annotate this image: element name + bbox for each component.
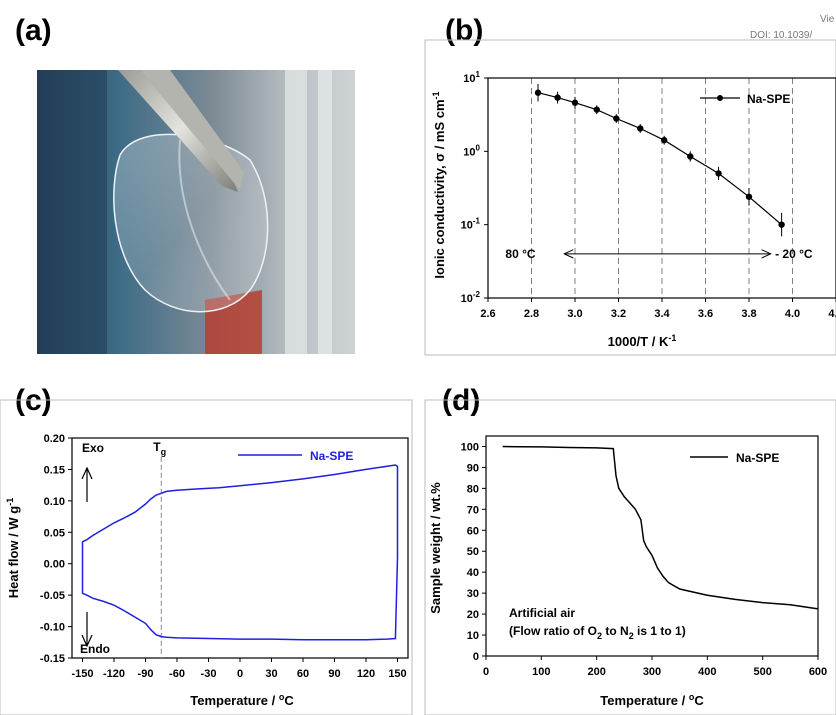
chart-b-point-10	[778, 221, 785, 228]
chart-d-ytick-label-3: 30	[467, 588, 479, 600]
chart-b-point-6	[660, 136, 668, 144]
chart-d-xtick-label-4: 400	[698, 666, 716, 678]
chart-c-xtick-label-4: -30	[201, 668, 217, 680]
chart-b-xtick-label-5: 3.6	[698, 308, 713, 320]
chart-d: 0 100 200 300 400 500 600 0 10 20 30 40 50 60 70 80 90 10…	[424, 399, 836, 715]
chart-c-xtick-label-3: -60	[169, 668, 185, 680]
chart-b-point-1	[554, 94, 561, 101]
chart-b-legend-label: Na-SPE	[747, 92, 790, 106]
chart-c-xtick-label-7: 60	[297, 668, 309, 680]
chart-b-legend: Na-SPE	[700, 92, 790, 106]
chart-d-ytick-label-2: 20	[467, 609, 479, 621]
chart-d-xtick-label-2: 200	[587, 666, 605, 678]
chart-c-ytick-label-5: 0.10	[44, 496, 65, 508]
chart-b-xtick-label-7: 4.0	[785, 308, 800, 320]
chart-c-xtick-label-5: 0	[237, 668, 243, 680]
chart-c-xtick-label-6: 30	[265, 668, 277, 680]
chart-b-ylabel: Ionic conductivity, σ / mS cm-1	[431, 91, 447, 278]
chart-c-xtick-label-0: -150	[71, 668, 93, 680]
chart-b: 2.6 2.8 3.0 3.2 3.4 3.6 3.8 4.0 4.2 10-2 10-1 100 10…	[424, 39, 836, 356]
chart-d-annotation-air: Artificial air	[509, 606, 575, 620]
chart-b-xtick-label-1: 2.8	[524, 308, 539, 320]
chart-c-legend: Na-SPE	[238, 449, 353, 463]
chart-c-ytick-label-7: 0.20	[44, 433, 65, 445]
chart-c-xtick-label-10: 150	[388, 668, 406, 680]
chart-d-annotation-flow: (Flow ratio of O2 to N2 is 1 to 1)	[509, 624, 686, 641]
chart-b-point-5	[637, 125, 644, 132]
chart-d-xtick-label-1: 100	[532, 666, 550, 678]
chart-d-ytick-label-1: 10	[467, 630, 479, 642]
chart-d-ytick-label-9: 90	[467, 462, 479, 474]
chart-b-legend-marker	[717, 95, 723, 101]
chart-b-xlabel: 1000/T / K-1	[608, 333, 677, 349]
panel-label-a: (a)	[15, 14, 52, 47]
chart-c-frame	[0, 399, 413, 715]
chart-c-xtick-label-2: -90	[138, 668, 154, 680]
photo-polymer-film	[37, 70, 355, 354]
chart-d-ytick-label-6: 60	[467, 525, 479, 537]
chart-b-point-8	[715, 170, 722, 177]
chart-b-annotation-80c: 80 °C	[505, 247, 535, 261]
chart-b-point-3	[593, 106, 600, 113]
chart-c-tg-label: Tg	[153, 440, 166, 457]
chart-d-series-line	[502, 445, 819, 610]
chart-c-ytick-label-4: 0.05	[44, 527, 65, 539]
chart-c-xtick-label-1: -120	[103, 668, 125, 680]
chart-c-ytick-label-2: -0.05	[40, 590, 65, 602]
chart-c-xtick-label-8: 90	[328, 668, 340, 680]
chart-b-point-0	[534, 89, 542, 96]
chart-b-xtick-label-0: 2.6	[480, 308, 495, 320]
chart-c-xtick-label-9: 120	[357, 668, 375, 680]
chart-b-ytick-label-3: 101	[463, 70, 480, 85]
chart-d-frame	[424, 399, 836, 715]
chart-b-frame	[424, 39, 836, 356]
chart-b-point-4	[613, 115, 620, 122]
chart-b-xtick-label-4: 3.4	[654, 308, 670, 320]
chart-d-legend-label: Na-SPE	[736, 451, 779, 465]
chart-c-legend-label: Na-SPE	[310, 449, 353, 463]
chart-b-temperature-arrow: 80 °C - 20 °C	[505, 247, 813, 261]
chart-b-ytick-label-2: 100	[463, 143, 480, 158]
watermark-view: Vie	[820, 14, 835, 25]
chart-b-xtick-label-3: 3.2	[611, 308, 626, 320]
chart-d-xlabel: Temperature / oC	[600, 692, 704, 708]
chart-d-xtick-label-0: 0	[483, 666, 489, 678]
chart-c: Tg -150 -120 -90 -60 -30 0 30 60 90 120 150 -0.15 -0…	[0, 399, 413, 715]
chart-d-ytick-label-0: 0	[473, 651, 479, 663]
chart-b-point-2	[571, 99, 579, 106]
chart-d-ytick-label-8: 80	[467, 483, 479, 495]
chart-b-annotation-minus20c: - 20 °C	[775, 247, 813, 261]
chart-b-xtick-label-8: 4.2	[828, 308, 836, 320]
chart-d-ytick-label-4: 40	[467, 567, 479, 579]
chart-b-ytick-label-1: 10-1	[461, 217, 481, 232]
watermark-doi: DOI: 10.1039/	[750, 30, 812, 41]
chart-c-xlabel: Temperature / oC	[190, 692, 294, 708]
chart-d-axes	[485, 435, 819, 657]
chart-c-ylabel: Heat flow / W g-1	[5, 498, 21, 598]
chart-c-ytick-label-0: -0.15	[40, 653, 65, 665]
chart-d-ylabel: Sample weight / wt.%	[428, 482, 443, 614]
chart-d-legend: Na-SPE	[690, 451, 779, 465]
chart-d-xtick-label-5: 500	[753, 666, 771, 678]
chart-b-xtick-label-6: 3.8	[741, 308, 756, 320]
panel-label-b: (b)	[445, 14, 483, 47]
chart-c-exo-label: Exo	[82, 441, 104, 455]
chart-c-series-line	[81, 464, 399, 641]
chart-d-ytick-label-5: 50	[467, 546, 479, 558]
chart-c-ytick-label-3: 0.00	[44, 559, 65, 571]
chart-d-ytick-label-7: 70	[467, 504, 479, 516]
chart-b-xtick-label-2: 3.0	[567, 308, 582, 320]
chart-d-ytick-label-10: 100	[461, 441, 479, 453]
chart-c-endo-label: Endo	[80, 642, 110, 656]
chart-d-xtick-label-6: 600	[809, 666, 827, 678]
chart-d-xtick-label-3: 300	[643, 666, 661, 678]
chart-c-ytick-label-1: -0.10	[40, 622, 65, 634]
chart-c-ytick-label-6: 0.15	[44, 464, 65, 476]
chart-b-point-7	[687, 153, 694, 160]
chart-b-point-9	[745, 193, 753, 200]
chart-b-ytick-label-0: 10-2	[461, 290, 481, 305]
